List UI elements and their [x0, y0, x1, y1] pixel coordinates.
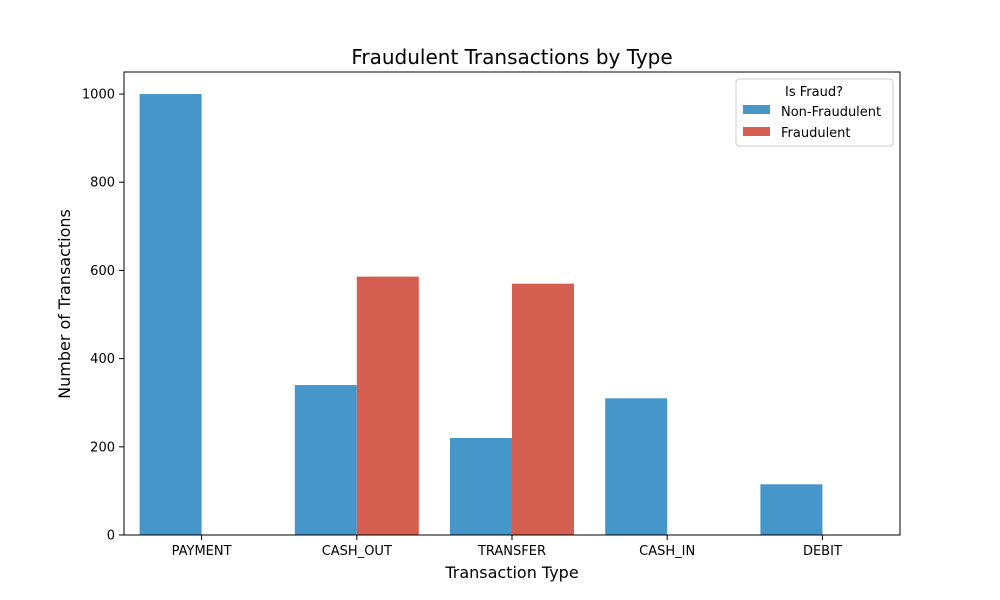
x-tick-label: CASH_OUT	[322, 544, 392, 559]
bar-transfer-fraudulent	[512, 283, 574, 535]
x-axis: PAYMENT CASH_OUT TRANSFER CASH_IN DEBIT	[172, 535, 842, 559]
y-axis-label: Number of Transactions	[55, 209, 74, 399]
legend-label-non-fraudulent: Non-Fraudulent	[781, 105, 881, 120]
bar-debit-non-fraudulent	[760, 484, 823, 535]
x-tick-label: PAYMENT	[172, 544, 232, 559]
bar-cash-out-fraudulent	[356, 276, 419, 535]
x-tick-label: TRANSFER	[477, 544, 546, 559]
bar-cash-out-non-fraudulent	[294, 385, 357, 535]
bars-group	[139, 94, 823, 536]
y-tick-label: 400	[90, 352, 115, 367]
y-tick-label: 600	[90, 264, 115, 279]
y-tick-label: 0	[107, 529, 115, 544]
x-tick-label: CASH_IN	[639, 544, 695, 559]
legend-box	[735, 78, 894, 147]
y-tick-label: 200	[90, 440, 115, 455]
bar-payment-non-fraudulent	[139, 94, 202, 536]
legend-label-fraudulent: Fraudulent	[781, 126, 851, 141]
legend: Is Fraud? Non-Fraudulent Fraudulent	[735, 78, 894, 147]
legend-swatch-non-fraudulent	[743, 105, 770, 114]
chart-title: Fraudulent Transactions by Type	[351, 45, 672, 69]
x-tick-label: DEBIT	[803, 544, 842, 559]
y-axis: 0 200 400 600 800 1000	[82, 88, 124, 544]
y-tick-label: 800	[90, 176, 115, 191]
bar-transfer-non-fraudulent	[450, 437, 512, 535]
x-axis-label: Transaction Type	[444, 563, 578, 582]
legend-title: Is Fraud?	[785, 85, 843, 100]
y-tick-label: 1000	[82, 88, 115, 103]
bar-cash-in-non-fraudulent	[605, 398, 668, 535]
legend-swatch-fraudulent	[743, 127, 770, 136]
